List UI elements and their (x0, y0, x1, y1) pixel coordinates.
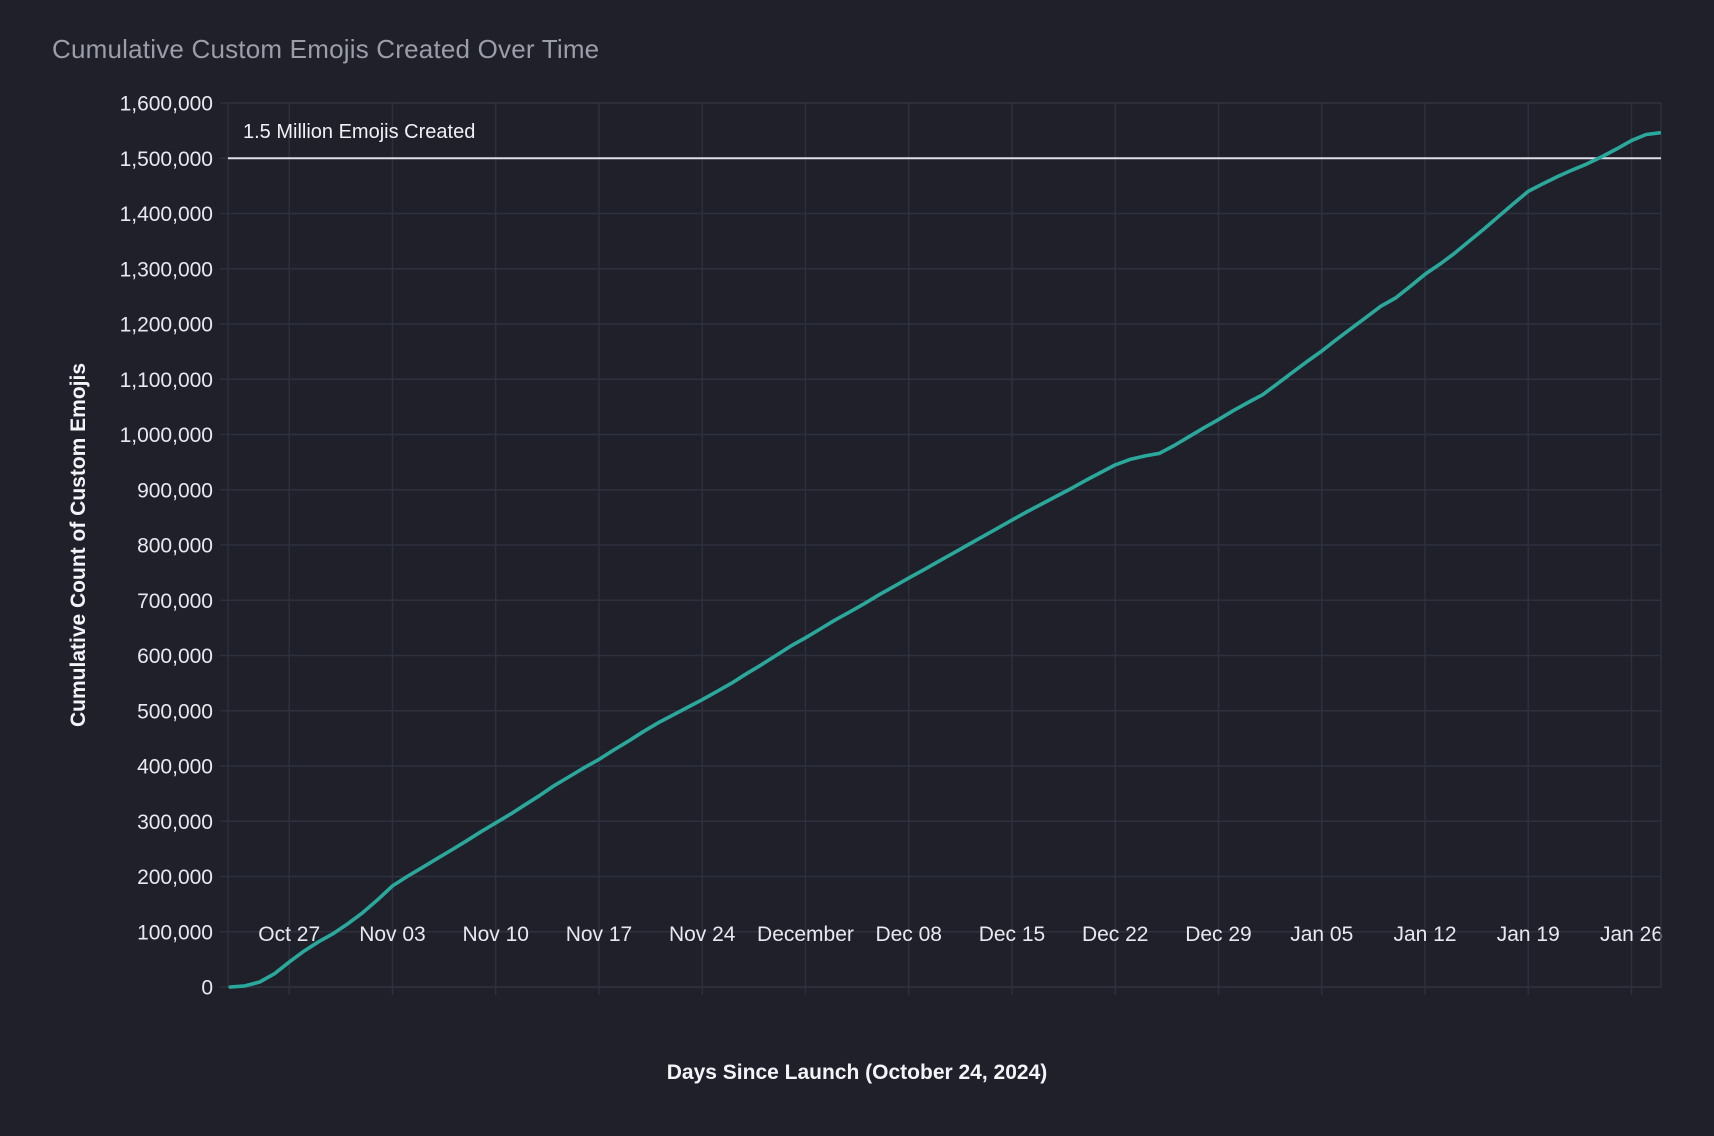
y-tick-label: 1,200,000 (120, 314, 213, 337)
y-tick-label: 200,000 (137, 866, 213, 889)
y-tick-label: 700,000 (137, 590, 213, 613)
y-tick-label: 1,300,000 (120, 258, 213, 281)
x-tick-label: Nov 03 (359, 923, 426, 946)
y-tick-label: 600,000 (137, 645, 213, 668)
y-axis-title: Cumulative Count of Custom Emojis (67, 362, 90, 728)
y-tick-label: 300,000 (137, 811, 213, 834)
y-tick-label: 400,000 (137, 756, 213, 779)
x-tick-label: Jan 05 (1290, 923, 1353, 946)
y-tick-label: 500,000 (137, 700, 213, 723)
x-tick-label: Jan 26 (1600, 923, 1663, 946)
x-tick-label: Dec 29 (1185, 923, 1252, 946)
chart-title: Cumulative Custom Emojis Created Over Ti… (52, 34, 600, 64)
x-tick-label: Jan 19 (1497, 923, 1560, 946)
y-tick-label: 900,000 (137, 479, 213, 502)
x-tick-label: Nov 10 (462, 923, 529, 946)
x-tick-label: Nov 17 (566, 923, 633, 946)
y-tick-label: 100,000 (137, 921, 213, 944)
data-line (228, 131, 1661, 989)
y-tick-label: 0 (201, 977, 213, 1000)
x-tick-label: Dec 08 (875, 923, 942, 946)
plot-border (227, 102, 1662, 988)
x-tick-label: Jan 12 (1393, 923, 1456, 946)
x-tick-label: December (757, 923, 854, 946)
y-tick-label: 1,400,000 (120, 203, 213, 226)
y-tick-label: 1,100,000 (120, 369, 213, 392)
x-tick-label: Oct 27 (258, 923, 320, 946)
reference-line-label: 1.5 Million Emojis Created (243, 121, 476, 143)
y-tick-label: 800,000 (137, 535, 213, 558)
y-tick-label: 1,000,000 (120, 424, 213, 447)
x-axis-title: Days Since Launch (October 24, 2024) (666, 1061, 1048, 1084)
x-tick-label: Nov 24 (669, 923, 736, 946)
x-tick-label: Dec 15 (979, 923, 1046, 946)
x-tick-label: Dec 22 (1082, 923, 1149, 946)
y-tick-label: 1,600,000 (120, 93, 213, 116)
y-tick-label: 1,500,000 (120, 148, 213, 171)
